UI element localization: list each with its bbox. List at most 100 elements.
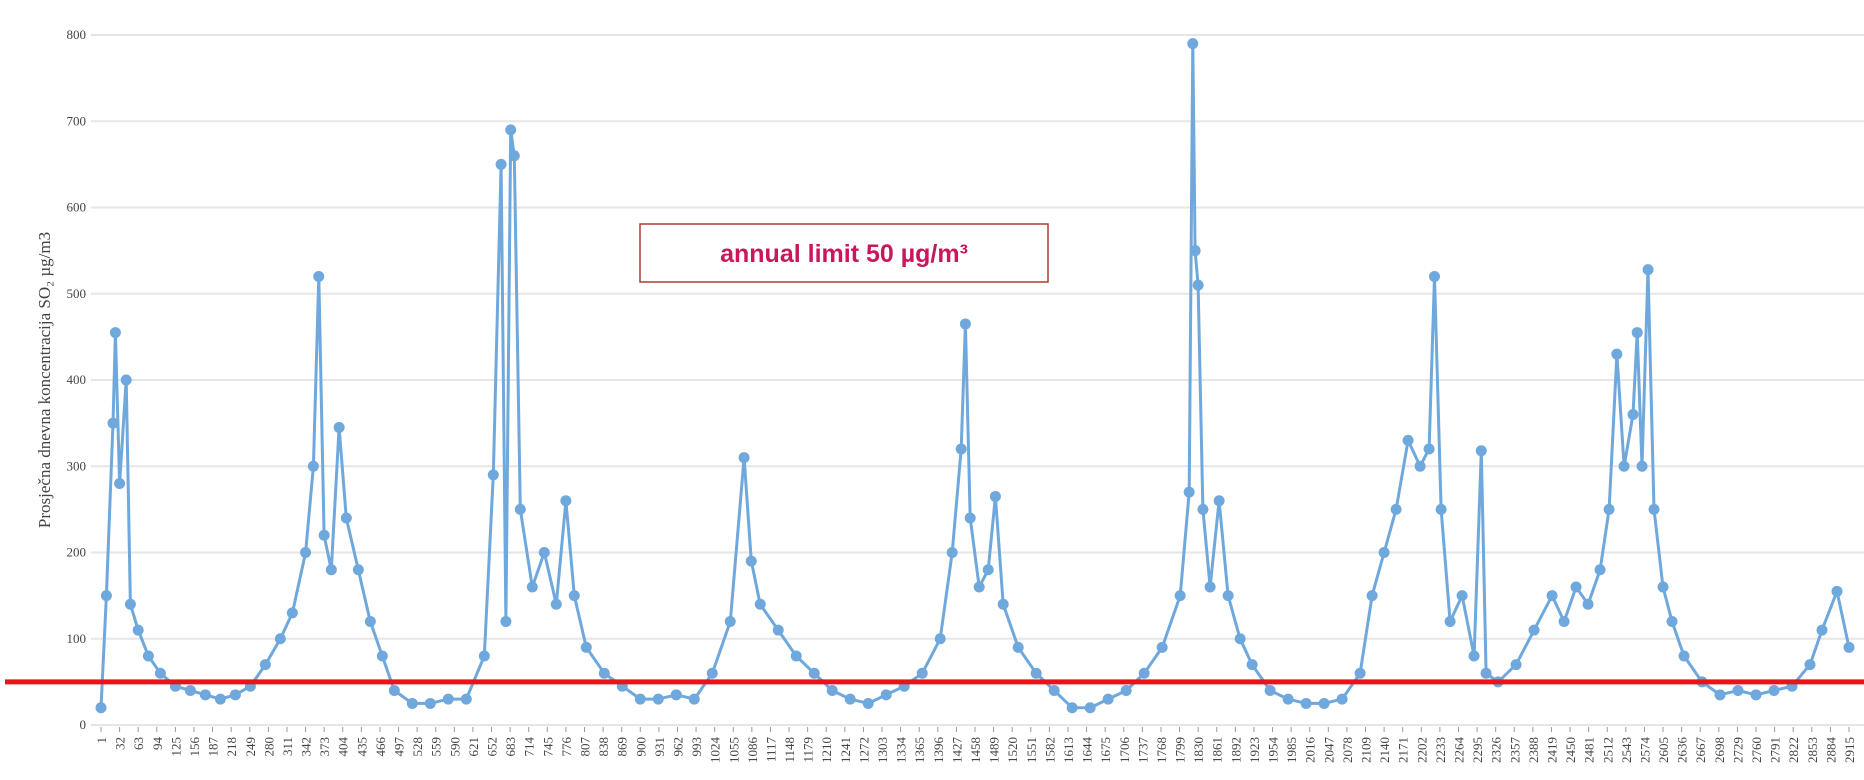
data-point <box>989 490 1001 502</box>
data-point <box>1678 650 1690 662</box>
x-tick-label: 2047 <box>1321 737 1336 764</box>
x-tick-label: 869 <box>615 737 630 757</box>
x-tick-label: 1737 <box>1135 737 1150 764</box>
x-tick-label: 2419 <box>1544 737 1559 763</box>
data-point <box>259 659 271 671</box>
y-axis-label: Prosječna dnevna koncentracija SO₂ µg/m3 <box>35 232 54 528</box>
data-point <box>1213 495 1225 507</box>
data-point <box>424 697 436 709</box>
data-point <box>1102 693 1114 705</box>
x-tick-label: 838 <box>596 737 611 757</box>
x-tick-label: 63 <box>131 737 146 750</box>
series-line <box>99 42 1851 710</box>
x-tick-label: 1179 <box>801 737 816 763</box>
data-point <box>1831 585 1843 597</box>
y-tick-label: 0 <box>80 717 87 732</box>
data-point <box>120 374 132 386</box>
data-point <box>364 616 376 627</box>
data-point <box>568 590 580 602</box>
y-tick-label: 300 <box>67 458 87 473</box>
data-point <box>1732 685 1744 696</box>
data-point <box>199 689 211 701</box>
data-point <box>487 469 499 481</box>
data-point <box>1048 685 1060 696</box>
x-tick-label: 1644 <box>1080 737 1095 764</box>
data-point <box>652 693 664 705</box>
x-tick-label: 1706 <box>1117 737 1132 764</box>
x-tick-label: 2822 <box>1786 737 1801 763</box>
x-tick-label: 2791 <box>1768 737 1783 763</box>
data-point <box>142 650 154 662</box>
x-tick-label: 2915 <box>1842 737 1857 763</box>
x-tick-label: 2016 <box>1303 737 1318 764</box>
data-point <box>1843 641 1855 653</box>
x-tick-label: 2698 <box>1712 737 1727 763</box>
data-point <box>388 685 400 696</box>
x-tick-label: 2233 <box>1433 737 1448 763</box>
x-tick-label: 2574 <box>1637 737 1652 764</box>
x-tick-label: 1055 <box>726 737 741 763</box>
data-point <box>1456 590 1468 602</box>
data-point <box>738 452 750 464</box>
x-tick-label: 94 <box>150 737 165 751</box>
data-point <box>508 150 520 162</box>
data-point <box>916 667 928 679</box>
data-point <box>1234 633 1246 645</box>
y-tick-label: 500 <box>67 286 87 301</box>
data-point <box>318 529 330 541</box>
y-tick-label: 600 <box>67 200 87 215</box>
data-point <box>1138 667 1150 679</box>
x-tick-label: 2326 <box>1489 737 1504 764</box>
data-point <box>1423 443 1435 455</box>
data-point <box>973 581 985 593</box>
data-point <box>286 607 298 619</box>
data-point <box>844 693 856 705</box>
data-point <box>1627 409 1639 420</box>
x-tick-label: 497 <box>392 737 407 757</box>
data-point <box>745 555 757 567</box>
data-point <box>1435 503 1447 515</box>
x-tick-label: 1830 <box>1191 737 1206 763</box>
data-point <box>1336 693 1348 705</box>
data-point <box>1183 486 1195 498</box>
x-tick-label: 218 <box>224 737 239 757</box>
data-point <box>495 158 507 170</box>
data-point <box>790 650 802 662</box>
data-point <box>1066 702 1078 714</box>
data-point <box>95 702 107 714</box>
data-point <box>1120 685 1132 696</box>
data-point <box>154 667 166 679</box>
data-point <box>1768 685 1780 696</box>
data-point <box>526 581 538 593</box>
x-tick-label: 1861 <box>1210 737 1225 763</box>
x-tick-label: 590 <box>447 737 462 757</box>
data-point <box>1084 702 1096 714</box>
x-tick-label: 466 <box>373 737 388 757</box>
data-point <box>109 327 121 339</box>
x-tick-label: 1675 <box>1098 737 1113 763</box>
data-point <box>1189 245 1201 257</box>
data-point <box>1156 641 1168 653</box>
x-tick-label: 156 <box>187 737 202 757</box>
data-point <box>100 590 112 602</box>
x-tick-label: 1241 <box>838 737 853 763</box>
data-point <box>724 616 736 627</box>
x-tick-label: 1923 <box>1247 737 1262 763</box>
x-tick-label: 1520 <box>1005 737 1020 763</box>
data-point <box>1354 667 1366 679</box>
y-tick-label: 200 <box>67 545 87 560</box>
data-point <box>1390 503 1402 515</box>
y-tick-label: 400 <box>67 372 87 387</box>
data-point <box>514 503 526 515</box>
x-tick-label: 1489 <box>987 737 1002 763</box>
data-point <box>1318 697 1330 709</box>
x-tick-label: 1396 <box>931 737 946 764</box>
data-point <box>442 693 454 705</box>
x-tick-label: 528 <box>410 737 425 757</box>
data-point <box>1558 616 1570 627</box>
data-point <box>114 478 126 489</box>
x-tick-label: 962 <box>670 737 685 757</box>
x-tick-label: 1985 <box>1284 737 1299 763</box>
data-point <box>1222 590 1234 602</box>
